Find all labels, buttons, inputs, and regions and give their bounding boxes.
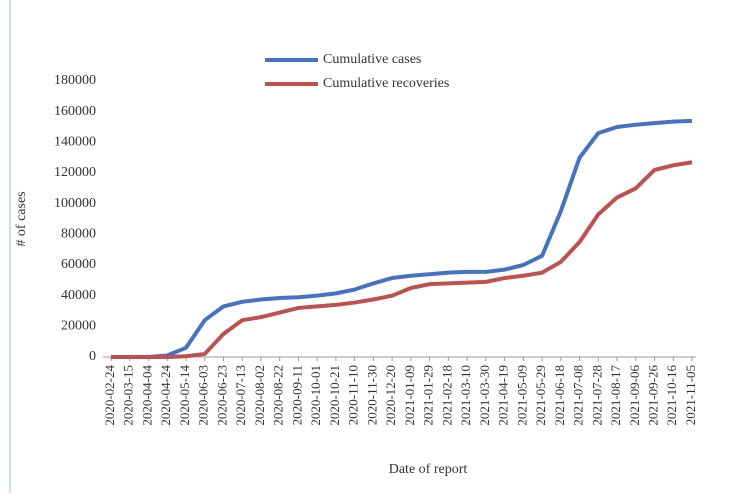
x-tick-label: 2020-02-24 — [102, 365, 117, 426]
y-tick-label: 40000 — [61, 288, 96, 303]
x-tick-label: 2020-11-30 — [364, 365, 379, 425]
y-tick-label: 20000 — [61, 319, 96, 334]
y-tick-label: 160000 — [54, 104, 96, 119]
x-tick-label: 2020-10-01 — [308, 365, 323, 426]
y-tick-label: 180000 — [54, 73, 96, 88]
x-tick-label: 2020-11-10 — [346, 365, 361, 425]
x-tick-label: 2020-06-23 — [214, 365, 229, 426]
y-tick-label: 120000 — [54, 165, 96, 180]
x-tick-label: 2020-08-02 — [252, 365, 267, 426]
x-axis-label: Date of report — [389, 462, 468, 477]
x-tick-label: 2021-07-08 — [571, 365, 586, 426]
x-tick-label: 2020-04-04 — [139, 365, 154, 426]
x-tick-label: 2021-03-30 — [477, 365, 492, 426]
x-tick-label: 2021-09-06 — [627, 365, 642, 426]
x-tick-label: 2020-03-15 — [121, 365, 136, 426]
x-tick-label: 2020-09-11 — [289, 365, 304, 425]
x-tick-label: 2021-01-29 — [421, 365, 436, 426]
x-tick-label: 2021-07-28 — [589, 365, 604, 426]
x-tick-label: 2021-04-19 — [496, 365, 511, 426]
legend-label: Cumulative recoveries — [323, 76, 449, 91]
y-tick-label: 80000 — [61, 227, 96, 242]
y-tick-label: 100000 — [54, 196, 96, 211]
x-tick-label: 2020-07-13 — [233, 365, 248, 426]
x-tick-label: 2020-04-24 — [158, 365, 173, 426]
x-tick-label: 2021-11-05 — [683, 365, 698, 425]
x-tick-label: 2021-06-18 — [552, 365, 567, 426]
x-tick-label: 2020-10-21 — [327, 365, 342, 426]
x-tick-label: 2020-08-22 — [271, 365, 286, 426]
legend-label: Cumulative cases — [323, 52, 421, 67]
series-line — [111, 118, 693, 359]
x-tick-label: 2021-01-09 — [402, 365, 417, 426]
x-tick-label: 2021-02-18 — [439, 365, 454, 426]
x-tick-label: 2021-08-17 — [608, 365, 623, 426]
x-tick-label: 2020-05-14 — [177, 365, 192, 426]
x-tick-label: 2020-06-03 — [196, 365, 211, 426]
y-axis-label: # of cases — [14, 191, 29, 246]
x-tick-label: 2021-10-16 — [664, 365, 679, 426]
y-tick-label: 60000 — [61, 257, 96, 272]
series-line — [111, 160, 693, 359]
x-tick-label: 2021-03-10 — [458, 365, 473, 426]
x-tick-label: 2021-09-26 — [646, 365, 661, 426]
x-tick-label: 2021-05-09 — [514, 365, 529, 426]
y-tick-label: 140000 — [54, 135, 96, 150]
x-tick-label: 2020-12-20 — [383, 365, 398, 426]
y-tick-label: 0 — [89, 349, 96, 364]
x-tick-label: 2021-05-29 — [533, 365, 548, 426]
